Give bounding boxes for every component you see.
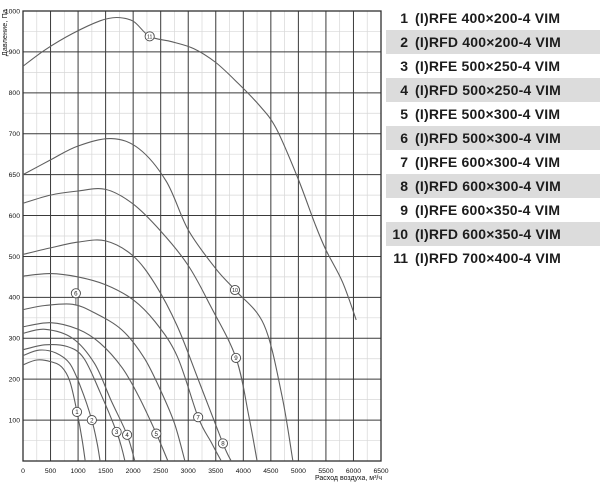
legend-row-number: 9 — [400, 202, 408, 218]
curve-6 — [22, 303, 186, 462]
y-tick-label: 1000 — [5, 8, 20, 15]
legend-row-label: (I)RFD 500×250-4 VIM — [415, 82, 561, 98]
curve-label-circle-11 — [144, 31, 155, 42]
x-tick-label: 0 — [21, 468, 25, 475]
legend-row-label: (I)RFD 600×300-4 VIM — [415, 178, 561, 194]
legend-row-label: (I)RFE 600×300-4 VIM — [415, 154, 561, 170]
curve-label-circle-8 — [217, 438, 228, 449]
legend-row-7: 7 (I)RFE 600×300-4 VIM — [386, 150, 600, 174]
y-tick-label: 400 — [9, 295, 21, 302]
legend-row-number: 11 — [393, 250, 408, 266]
y-tick-label: 800 — [9, 90, 21, 97]
curve-label-number-2: 2 — [90, 417, 94, 424]
legend-row-label: (I)RFE 500×250-4 VIM — [415, 58, 561, 74]
x-axis-title: Расход воздуха, м³/ч — [314, 475, 382, 482]
curve-label-circle-9 — [230, 352, 242, 363]
curve-label-circle-1 — [71, 406, 83, 417]
legend-row-11: 11 (I)RFD 700×400-4 VIM — [386, 246, 600, 270]
x-tick-label: 1500 — [98, 468, 113, 475]
legend-row-9: 9 (I)RFE 600×350-4 VIM — [386, 198, 600, 222]
curve-10 — [22, 138, 294, 462]
legend-row-10: 10 (I)RFD 600×350-4 VIM — [386, 222, 600, 246]
legend-row-number: 10 — [392, 226, 408, 242]
legend-row-label: (I)RFE 600×350-4 VIM — [415, 202, 561, 218]
curve-label-number-4: 4 — [125, 432, 129, 439]
plot-border — [22, 10, 382, 462]
y-tick-label: 650 — [9, 172, 21, 179]
y-tick-label: 500 — [9, 254, 21, 261]
legend-row-5: 5 (I)RFE 500×300-4 VIM — [386, 102, 600, 126]
legend-row-6: 6 (I)RFD 500×300-4 VIM — [386, 126, 600, 150]
curve-label-circle-5 — [151, 428, 162, 439]
legend-row-number: 6 — [400, 130, 408, 146]
legend-row-number: 5 — [400, 106, 408, 122]
x-tick-label: 500 — [45, 468, 57, 475]
x-tick-label: 4500 — [263, 468, 278, 475]
curve-9 — [22, 188, 258, 462]
legend-row-number: 3 — [400, 58, 408, 74]
legend-row-label: (I)RFD 400×200-4 VIM — [415, 34, 561, 50]
x-tick-label: 3500 — [208, 468, 223, 475]
legend-row-label: (I)RFD 600×350-4 VIM — [415, 226, 561, 242]
curve-label-number-9: 9 — [234, 355, 238, 362]
y-tick-label: 200 — [9, 376, 21, 383]
curve-label-circle-6 — [70, 288, 81, 299]
legend-row-label: (I)RFD 500×300-4 VIM — [415, 130, 561, 146]
curve-label-number-5: 5 — [155, 431, 159, 438]
y-tick-label: 900 — [9, 49, 21, 56]
curve-4 — [22, 328, 136, 462]
y-tick-label: 700 — [9, 131, 21, 138]
legend-row-number: 4 — [400, 82, 408, 98]
legend-row-number: 8 — [400, 178, 408, 194]
curve-11 — [22, 16, 357, 321]
curve-2 — [22, 349, 101, 462]
curve-label-number-1: 1 — [75, 409, 79, 416]
curve-label-circle-10 — [229, 284, 241, 296]
x-tick-label: 5500 — [318, 468, 333, 475]
legend-row-1: 1 (I)RFE 400×200-4 VIM — [386, 6, 600, 30]
x-tick-label: 2500 — [153, 468, 168, 475]
legend-row-3: 3 (I)RFE 500×250-4 VIM — [386, 54, 600, 78]
x-tick-label: 3000 — [181, 468, 196, 475]
x-tick-label: 4000 — [236, 468, 251, 475]
curve-label-circle-4 — [122, 429, 133, 440]
x-tick-label: 6500 — [373, 468, 388, 475]
curve-label-number-8: 8 — [221, 441, 225, 448]
y-tick-label: 300 — [9, 336, 21, 343]
curve-7 — [22, 273, 222, 462]
legend-row-label: (I)RFD 700×400-4 VIM — [415, 250, 561, 266]
legend-row-number: 1 — [400, 10, 408, 26]
curve-label-number-3: 3 — [115, 429, 119, 436]
legend-row-2: 2 (I)RFD 400×200-4 VIM — [386, 30, 600, 54]
legend-row-number: 2 — [400, 34, 408, 50]
y-tick-label: 600 — [9, 213, 21, 220]
legend-row-8: 8 (I)RFD 600×300-4 VIM — [386, 174, 600, 198]
curve-label-number-6: 6 — [74, 290, 78, 297]
x-tick-label: 6000 — [346, 468, 361, 475]
legend-row-4: 4 (I)RFD 500×250-4 VIM — [386, 78, 600, 102]
curve-label-number-10: 10 — [232, 288, 238, 294]
x-tick-label: 5000 — [291, 468, 306, 475]
fan-performance-chart: 1000 900 800 700 650 600 500 400 300 200 100 0 500 10… — [2, 8, 389, 482]
y-axis-title: Давление, Па — [2, 9, 9, 57]
model-legend: 1 (I)RFE 400×200-4 VIM 2 (I)RFD 400×200-4 V… — [386, 6, 600, 270]
curve-8 — [22, 239, 232, 462]
x-tick-label: 2000 — [126, 468, 141, 475]
curve-label-circle-7 — [193, 412, 204, 423]
legend-row-label: (I)RFE 500×300-4 VIM — [415, 106, 561, 122]
curve-3 — [22, 343, 126, 462]
curve-label-number-7: 7 — [196, 414, 200, 421]
curve-label-number-11: 11 — [147, 35, 152, 41]
curve-1 — [22, 359, 86, 462]
curve-label-circle-2 — [86, 415, 97, 426]
x-tick-label: 1000 — [71, 468, 86, 475]
legend-row-label: (I)RFE 400×200-4 VIM — [415, 10, 561, 26]
curve-label-circle-3 — [111, 426, 122, 438]
y-tick-label: 100 — [9, 417, 21, 424]
legend-row-number: 7 — [400, 154, 408, 170]
